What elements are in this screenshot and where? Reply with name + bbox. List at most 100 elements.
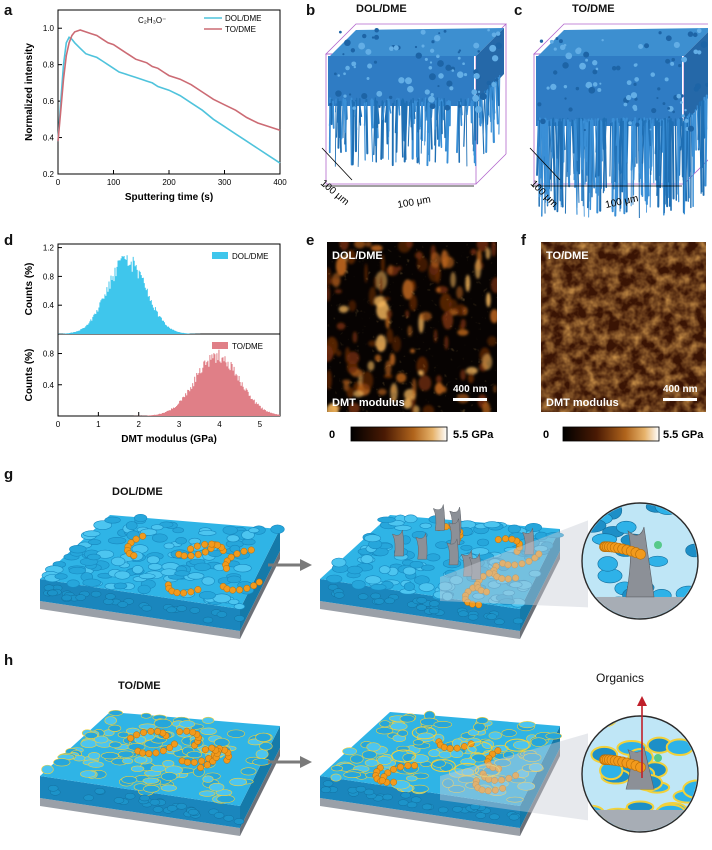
dendrite-filament	[671, 121, 675, 200]
grain	[343, 771, 361, 778]
surface-texture	[445, 64, 452, 71]
organic-bead	[180, 552, 188, 560]
grain	[66, 579, 80, 588]
grain	[525, 523, 543, 532]
grain-edge	[437, 806, 449, 814]
grain	[82, 530, 101, 537]
dendrite-filament	[554, 122, 558, 159]
y-tick-label: 0.4	[43, 301, 55, 310]
grain	[109, 741, 122, 749]
grain-edge	[166, 606, 177, 614]
grain	[467, 729, 479, 736]
dendrite-filament	[380, 100, 384, 160]
surface-texture	[437, 60, 444, 67]
dendrite-filament	[667, 119, 670, 183]
dendrite-filament	[564, 120, 568, 214]
grain	[403, 582, 415, 592]
organic-bead	[152, 749, 160, 757]
depth-dimension-line	[529, 147, 561, 181]
grain	[187, 572, 205, 580]
surface-texture	[684, 113, 688, 117]
surface-texture	[494, 77, 499, 82]
panel-a-label: a	[4, 2, 13, 19]
surface-texture	[625, 94, 632, 101]
surface-texture	[337, 74, 340, 77]
dendrite-filament	[496, 80, 500, 107]
grain-edge	[152, 806, 164, 813]
grain	[87, 553, 101, 561]
grain	[193, 562, 211, 572]
dendrite-filament	[434, 100, 437, 130]
surface-texture	[388, 95, 393, 100]
organic-bead	[127, 734, 135, 742]
histogram-dol-dme	[58, 255, 280, 334]
grain-edge	[149, 799, 161, 806]
dendrite-filament	[470, 102, 473, 123]
grain	[448, 785, 465, 793]
dendrite-filament	[683, 118, 687, 215]
surface-texture	[434, 34, 441, 42]
grain	[412, 739, 424, 746]
grain	[255, 732, 272, 742]
surface-texture	[672, 110, 675, 114]
panel-f-scalebar-label: 400 nm	[663, 384, 698, 395]
surface-texture	[404, 77, 412, 85]
grain	[437, 581, 453, 592]
grain	[361, 750, 377, 760]
y-tick-label: 0.8	[43, 350, 55, 359]
grain	[378, 565, 391, 574]
dendrite-filament	[654, 120, 659, 155]
volume-front	[536, 56, 682, 126]
dendrite	[448, 518, 461, 545]
organic-bead	[440, 743, 448, 751]
panel-c-title: TO/DME	[572, 3, 615, 15]
surface-texture	[437, 85, 440, 88]
series-line-to-dme	[57, 29, 281, 142]
dendrite-filament	[429, 103, 433, 150]
surface-texture	[438, 73, 444, 79]
surface-texture	[559, 44, 566, 51]
panel-f-colorbar-min: 0	[543, 429, 549, 441]
organic-bead	[173, 589, 181, 597]
panel-a-chart: 0 100 200 300 400 0.2 0.4 0.6 0.8 1.0 Sputtering t…	[24, 9, 287, 203]
organic-bead	[255, 578, 263, 586]
grain	[202, 716, 215, 724]
surface-texture	[342, 53, 345, 56]
dendrite-filament	[394, 99, 398, 134]
dendrite-filament	[387, 98, 390, 138]
panel-e-colorbar-min: 0	[329, 429, 335, 441]
surface-texture	[595, 67, 599, 71]
grain	[199, 790, 216, 797]
surface-texture	[471, 89, 478, 95]
grain	[134, 756, 148, 764]
grain	[151, 533, 168, 543]
surface-texture	[489, 44, 497, 52]
surface-texture	[633, 107, 638, 111]
organic-bead	[193, 542, 201, 550]
surface-texture	[585, 81, 593, 89]
panel-f-title: TO/DME	[546, 250, 589, 262]
surface-texture	[687, 31, 694, 37]
organic-bead	[247, 546, 255, 554]
surface-texture	[366, 77, 370, 80]
dendrite-filament	[552, 118, 556, 175]
grain-edge	[189, 607, 201, 614]
dendrite-filament	[486, 85, 490, 125]
surface-texture	[428, 95, 435, 103]
depth-dimension-line	[321, 147, 353, 181]
dendrite	[446, 538, 459, 566]
grain	[513, 740, 532, 750]
grain	[472, 592, 485, 600]
grain	[110, 556, 126, 567]
surface-texture	[575, 86, 580, 91]
panel-e-scalebar	[453, 398, 487, 401]
surface-texture	[477, 50, 480, 53]
surface-texture	[479, 93, 487, 101]
dendrite-filament	[485, 90, 489, 154]
surface-texture	[693, 49, 699, 55]
surface-texture	[376, 90, 383, 97]
dendrite-filament	[641, 120, 645, 164]
surface-texture	[424, 89, 430, 95]
grain-edge	[139, 794, 150, 802]
histogram-to-dme	[58, 349, 280, 416]
